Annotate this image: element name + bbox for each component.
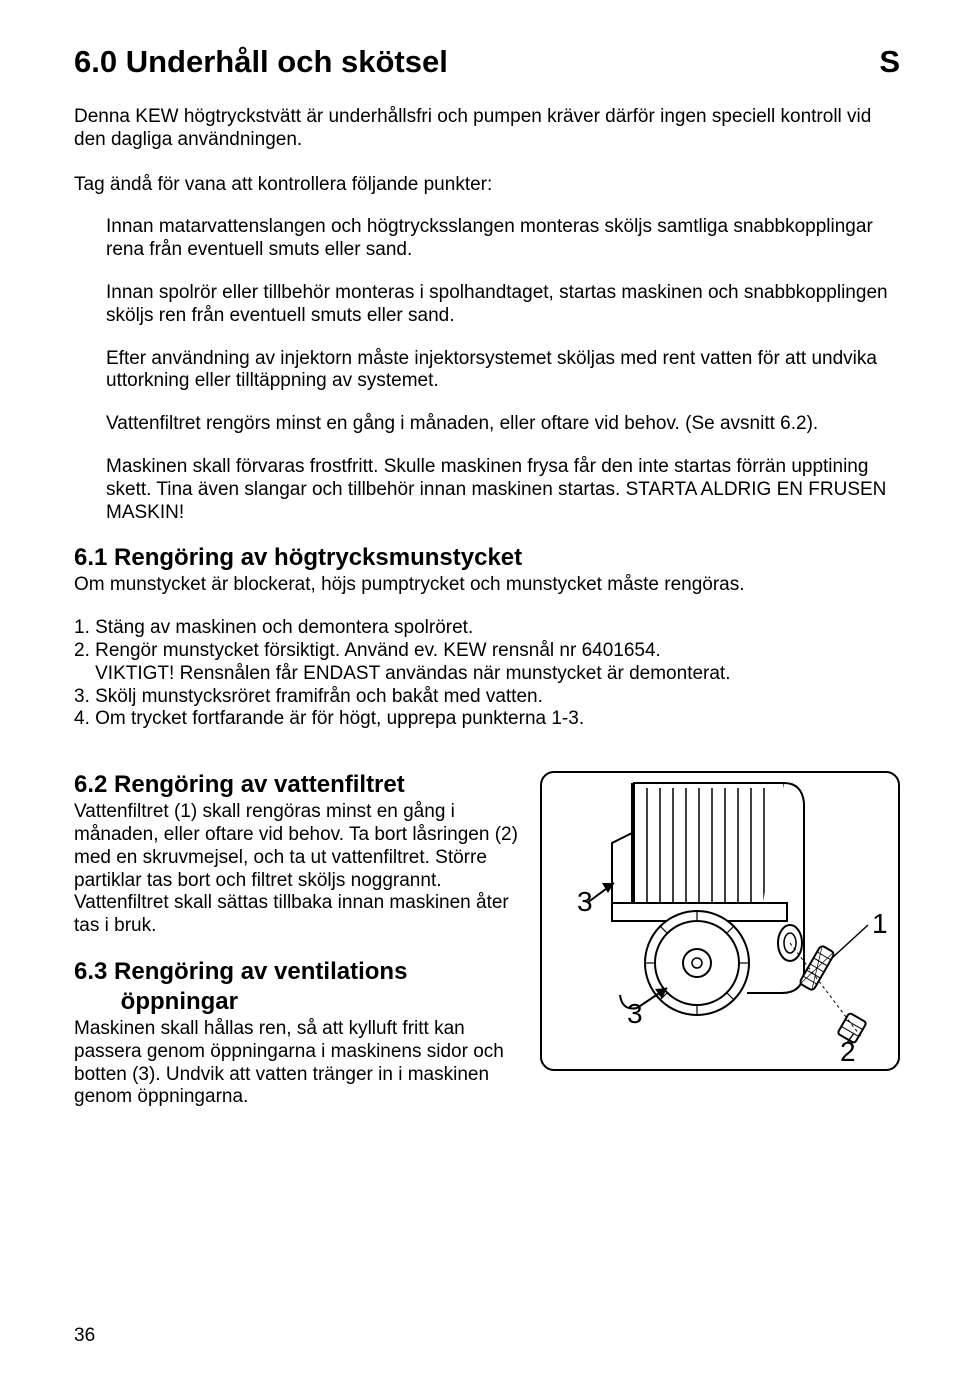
check-item-1: Innan matarvattenslangen och högtryckssl… [106,216,900,262]
step-2: 2. Rengör munstycket försiktigt. Använd … [74,640,900,663]
page-title: 6.0 Underhåll och skötsel [74,44,448,80]
page-number: 36 [74,1325,95,1347]
two-column-region: 6.2 Rengöring av vattenfiltret Vattenfil… [74,771,900,1129]
diagram-label-3b: 3 [627,998,643,1029]
step-4: 4. Om trycket fortfarande är för högt, u… [74,708,900,731]
check-intro: Tag ändå för vana att kontrollera följan… [74,174,900,197]
section-6-2-title: 6.2 Rengöring av vattenfiltret [74,771,518,799]
section-6-3-title-line2: öppningar [74,988,518,1016]
section-6-3-title-line1: 6.3 Rengöring av ventilations [74,958,518,986]
section-6-1-steps: 1. Stäng av maskinen och demontera spolr… [74,617,900,731]
check-item-2: Innan spolrör eller tillbehör monteras i… [106,282,900,328]
check-item-5: Maskinen skall förvaras frostfritt. Skul… [106,456,900,524]
diagram-label-3a: 3 [577,886,593,917]
left-column: 6.2 Rengöring av vattenfiltret Vattenfil… [74,771,518,1129]
filter-diagram: 3 3 1 2 [540,771,900,1071]
diagram-svg: 3 3 1 2 [542,773,902,1073]
check-item-4: Vattenfiltret rengörs minst en gång i må… [106,413,900,436]
section-6-2-text: Vattenfiltret (1) skall rengöras minst e… [74,801,518,938]
section-6-1-title: 6.1 Rengöring av högtrycksmunstycket [74,544,900,572]
title-row: 6.0 Underhåll och skötsel S [74,44,900,80]
intro-paragraph: Denna KEW högtryckstvätt är underhållsfr… [74,106,900,152]
step-2b: VIKTIGT! Rensnålen får ENDAST användas n… [74,663,900,686]
diagram-label-1: 1 [872,908,888,939]
section-6-1-text: Om munstycket är blockerat, höjs pumptry… [74,574,900,597]
check-item-3: Efter användning av injektorn måste inje… [106,348,900,394]
section-6-3-text: Maskinen skall hållas ren, så att kylluf… [74,1018,518,1109]
step-3: 3. Skölj munstycksröret framifrån och ba… [74,686,900,709]
language-marker: S [879,44,900,80]
step-1: 1. Stäng av maskinen och demontera spolr… [74,617,900,640]
right-column: 3 3 1 2 [540,771,900,1129]
